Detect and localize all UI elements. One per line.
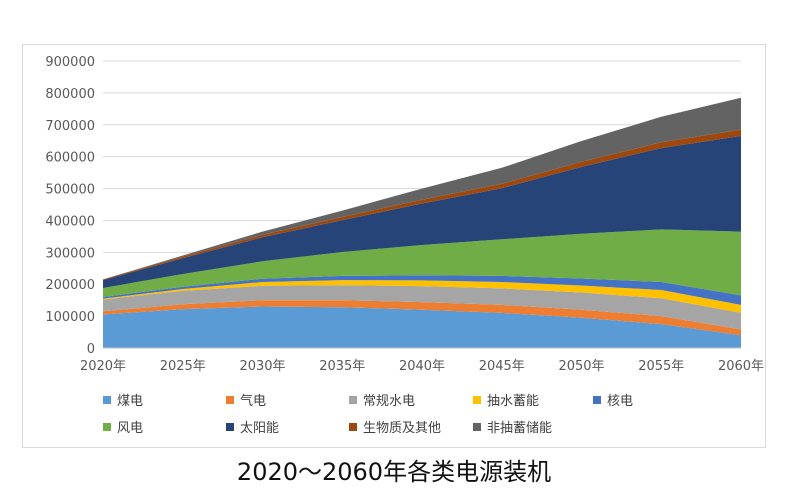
y-tick-label: 500000 [45,183,95,198]
legend-swatch [349,423,357,431]
y-tick-label: 400000 [45,214,95,229]
legend-label: 气电 [240,393,266,409]
y-tick-label: 0 [87,342,95,357]
legend-swatch [226,396,234,404]
area-series [103,97,741,280]
y-tick-label: 900000 [45,55,95,70]
x-tick-label: 2040年 [399,359,445,374]
legend-label: 风电 [117,421,143,436]
y-tick-label: 700000 [45,119,95,134]
legend-label: 生物质及其他 [363,421,441,436]
y-tick-label: 800000 [45,87,95,102]
legend-swatch [473,423,481,431]
area-series [103,306,741,348]
area-series [103,300,741,336]
area-series [103,285,741,330]
legend-label: 非抽蓄储能 [487,421,552,436]
legend-label: 煤电 [117,394,143,409]
stacked-area-chart: 0 100000 200000 300000 400000 500000 600000 700… [45,55,764,436]
x-tick-label: 2030年 [239,359,285,374]
legend-swatch [226,423,234,431]
y-tick-label: 200000 [45,278,95,293]
legend-swatch [103,396,111,404]
x-tick-label: 2060年 [718,359,764,374]
chart-frame: 0 100000 200000 300000 400000 500000 600000 700… [22,44,766,448]
legend-label: 抽水蓄能 [487,394,539,409]
area-series [103,129,741,281]
legend-swatch [473,396,481,404]
legend-label: 核电 [607,394,633,409]
x-tick-label: 2025年 [160,359,206,374]
x-tick-label: 2045年 [479,359,525,374]
chart-caption: 2020～2060年各类电源装机 [236,458,552,486]
legend-swatch [103,423,111,431]
x-tick-label: 2050年 [558,359,604,374]
x-tick-label: 2020年 [80,359,126,374]
legend-label: 太阳能 [240,421,279,436]
area-series [103,275,741,305]
area-series [103,135,741,288]
legend-swatch [349,396,357,404]
x-tick-label: 2035年 [319,359,365,374]
y-tick-label: 600000 [45,151,95,166]
area-series [103,229,741,297]
legend-swatch [593,396,601,404]
x-tick-label: 2055年 [638,359,684,374]
y-tick-label: 100000 [45,310,95,325]
legend-label: 常规水电 [363,394,415,409]
y-tick-label: 300000 [45,246,95,261]
area-series [103,280,741,313]
